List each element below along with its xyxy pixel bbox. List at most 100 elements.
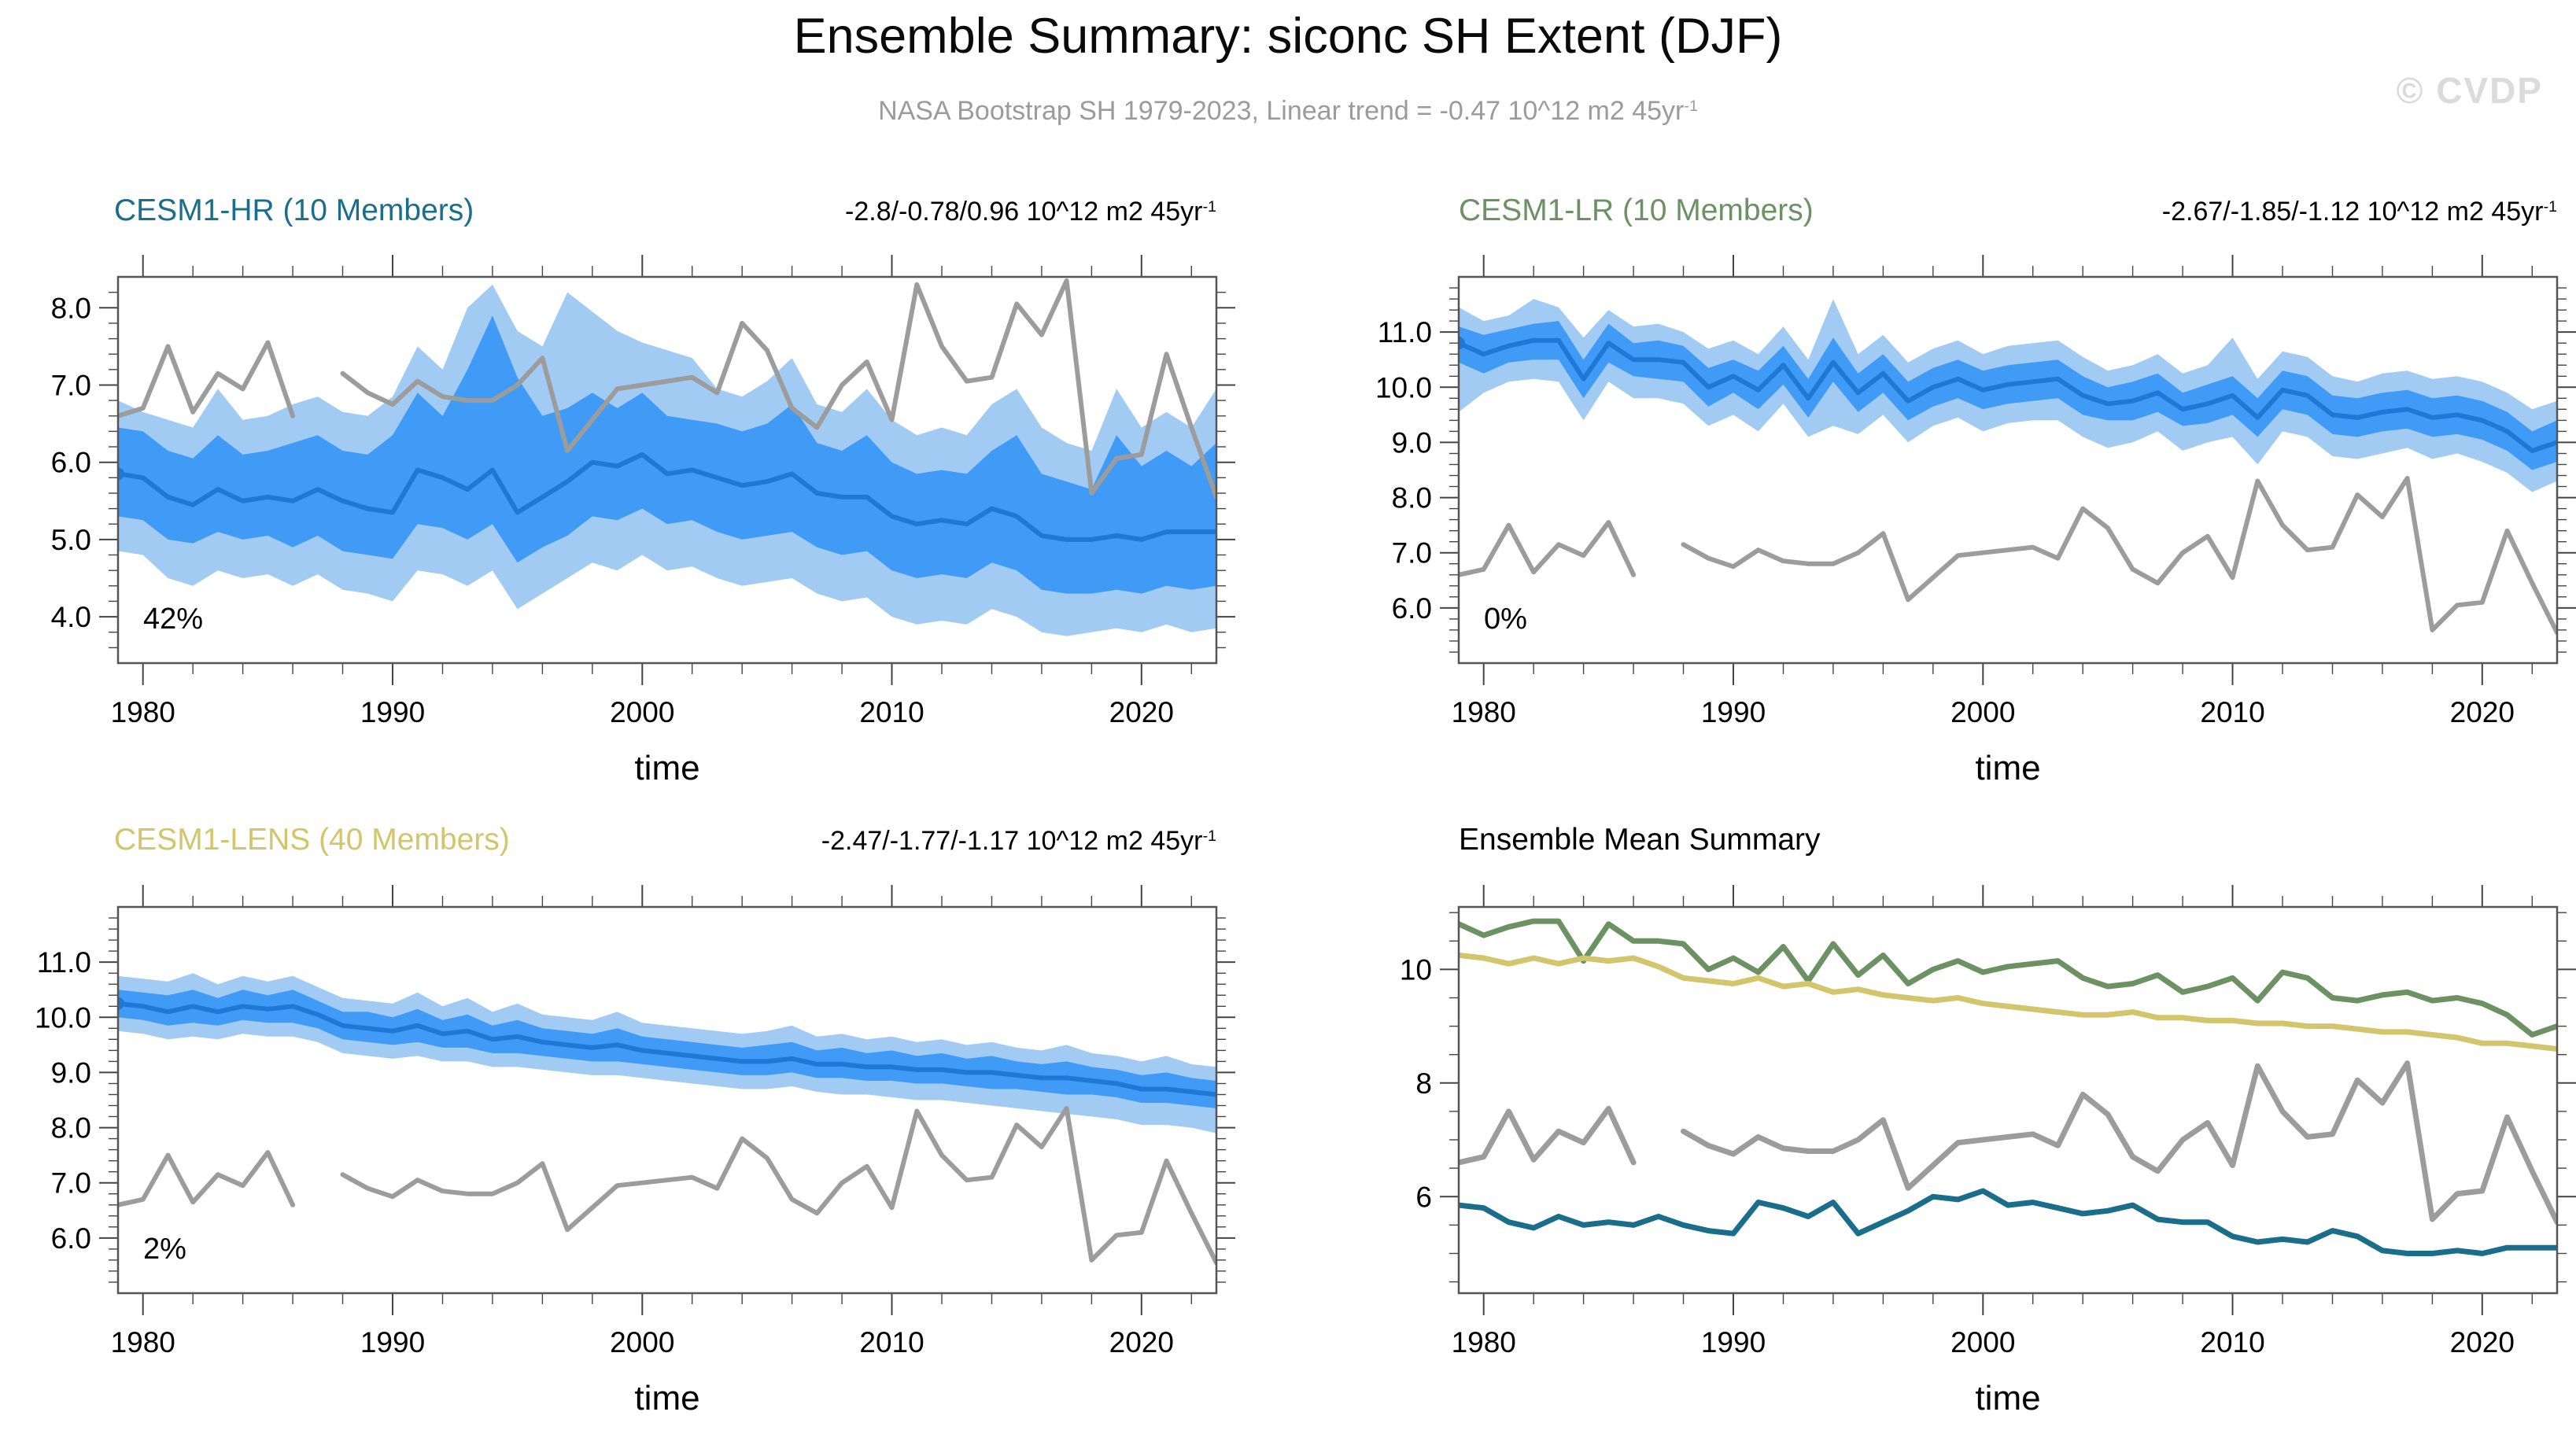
svg-text:1990: 1990 [360, 1326, 425, 1358]
observation-line [1459, 1060, 2557, 1226]
panel-header: CESM1-HR (10 Members) -2.8/-0.78/0.96 10… [114, 194, 1216, 228]
svg-text:2020: 2020 [2450, 696, 2515, 728]
svg-text:1980: 1980 [111, 1326, 175, 1358]
svg-text:2000: 2000 [610, 696, 674, 728]
cesm1-hr-plot: 4.0 5.0 6.0 7.0 8.0 1980 1990 2000 2010 2020 time [51, 255, 1235, 787]
svg-text:6.0: 6.0 [1392, 592, 1432, 625]
ensemble-mean-line [118, 1001, 1216, 1097]
observation-line [118, 1106, 1216, 1266]
inner-spread-band [118, 315, 1216, 594]
trend-exponent: -1 [1202, 828, 1216, 846]
svg-text:9.0: 9.0 [51, 1056, 91, 1089]
panel-title-cesm1-lens: CESM1-LENS (40 Members) [114, 823, 510, 857]
agreement-annotation: 2% [143, 1233, 186, 1266]
x-axis-title: time [634, 1379, 699, 1417]
svg-text:6.0: 6.0 [51, 1222, 91, 1255]
inner-spread-band [118, 990, 1216, 1108]
panel-header: CESM1-LR (10 Members) -2.67/-1.85/-1.12 … [1459, 194, 2557, 228]
svg-text:2020: 2020 [1109, 696, 1174, 728]
plot-frame [116, 275, 1218, 665]
svg-text:1990: 1990 [360, 696, 425, 728]
axis-tick-labels: 4.0 5.0 6.0 7.0 8.0 1980 1990 2000 2010 2020 time [51, 292, 1174, 787]
mean-start-marker [118, 997, 124, 1010]
svg-text:5.0: 5.0 [51, 524, 91, 556]
ensemble-mean-line [118, 452, 1216, 542]
panel-cesm1-lr: CESM1-LR (10 Members) -2.67/-1.85/-1.12 … [1349, 194, 2576, 831]
x-axis-title: time [1975, 1379, 2040, 1417]
svg-text:8: 8 [1415, 1067, 1432, 1100]
cesm1-lens-mean-line [1459, 952, 2557, 1052]
plot-frame [116, 905, 1218, 1295]
axis-ticks [1440, 885, 2576, 1315]
axis-tick-labels: 6.0 7.0 8.0 9.0 10.0 11.0 1980 1990 2000 2010 2020… [1375, 316, 2515, 787]
svg-text:2000: 2000 [1950, 696, 2015, 728]
svg-text:11.0: 11.0 [37, 946, 91, 979]
observation-line [118, 278, 1216, 499]
svg-text:2010: 2010 [2200, 696, 2264, 728]
x-axis-title: time [634, 749, 699, 787]
panel-ensemble-mean-summary: Ensemble Mean Summary 6 8 10 1980 1990 2000 20… [1349, 823, 2576, 1456]
panel-title-summary: Ensemble Mean Summary [1459, 823, 1821, 857]
svg-text:4.0: 4.0 [51, 601, 91, 633]
mean-start-marker [118, 467, 124, 481]
svg-text:10.0: 10.0 [35, 1001, 91, 1034]
svg-text:2000: 2000 [610, 1326, 674, 1358]
agreement-annotation: 0% [1484, 603, 1527, 636]
panel-header: Ensemble Mean Summary [1459, 823, 2557, 857]
svg-text:1990: 1990 [1701, 696, 1766, 728]
panel-title-cesm1-hr: CESM1-HR (10 Members) [114, 194, 474, 227]
inner-spread-band [1459, 321, 2557, 470]
ensemble-mean-summary-plot: 6 8 10 1980 1990 2000 2010 2020 time [1400, 885, 2576, 1417]
x-axis-title: time [1975, 749, 2040, 787]
svg-text:10: 10 [1400, 953, 1432, 986]
ensemble-mean-line [1459, 337, 2557, 453]
agreement-annotation: 42% [143, 603, 204, 636]
svg-text:2020: 2020 [2450, 1326, 2515, 1358]
svg-text:2010: 2010 [859, 1326, 924, 1358]
axis-tick-labels: 6.0 7.0 8.0 9.0 10.0 11.0 1980 1990 2000 2010 2020… [35, 946, 1174, 1417]
figure-subtitle: NASA Bootstrap SH 1979-2023, Linear tren… [0, 96, 2576, 127]
axis-ticks [99, 255, 1235, 685]
axis-ticks [1440, 255, 2576, 685]
svg-text:7.0: 7.0 [51, 1167, 91, 1200]
svg-text:1980: 1980 [1452, 1326, 1516, 1358]
svg-text:6: 6 [1415, 1181, 1432, 1213]
svg-text:9.0: 9.0 [1392, 426, 1432, 459]
plot-frame [1457, 275, 2559, 665]
trend-exponent: -1 [1202, 198, 1216, 216]
svg-text:8.0: 8.0 [1392, 482, 1432, 514]
svg-text:8.0: 8.0 [51, 1112, 91, 1145]
svg-text:7.0: 7.0 [1392, 537, 1432, 569]
figure-title: Ensemble Summary: siconc SH Extent (DJF) [793, 9, 1783, 64]
svg-text:7.0: 7.0 [51, 369, 91, 401]
cesm1-lens-plot: 6.0 7.0 8.0 9.0 10.0 11.0 1980 1990 2000 2010 2020… [35, 885, 1235, 1417]
svg-text:8.0: 8.0 [51, 292, 91, 324]
panel-header: CESM1-LENS (40 Members) -2.47/-1.77/-1.1… [114, 823, 1216, 857]
trend-text: -2.67/-1.85/-1.12 10^12 m2 45yr [2161, 197, 2544, 227]
svg-text:1980: 1980 [111, 696, 175, 728]
trend-annotation: -2.47/-1.77/-1.17 10^12 m2 45yr-1 [821, 826, 1216, 857]
cesm1-lr-mean-line [1459, 918, 2557, 1038]
svg-text:2020: 2020 [1109, 1326, 1174, 1358]
svg-text:2000: 2000 [1950, 1326, 2015, 1358]
axis-ticks [99, 885, 1235, 1315]
figure-subtitle-exponent: -1 [1684, 98, 1698, 116]
mean-start-marker [1459, 337, 1465, 350]
trend-text: -2.47/-1.77/-1.17 10^12 m2 45yr [821, 826, 1203, 856]
cesm1-hr-mean-line [1459, 1188, 2557, 1256]
axis-tick-labels: 6 8 10 1980 1990 2000 2010 2020 time [1400, 953, 2515, 1417]
panel-title-cesm1-lr: CESM1-LR (10 Members) [1459, 194, 1814, 227]
trend-annotation: -2.67/-1.85/-1.12 10^12 m2 45yr-1 [2162, 197, 2557, 227]
plot-frame [1457, 905, 2559, 1295]
panel-cesm1-lens: CESM1-LENS (40 Members) -2.47/-1.77/-1.1… [8, 823, 1251, 1456]
trend-text: -2.8/-0.78/0.96 10^12 m2 45yr [845, 197, 1203, 227]
svg-text:10.0: 10.0 [1375, 371, 1432, 404]
cesm1-lr-plot: 6.0 7.0 8.0 9.0 10.0 11.0 1980 1990 2000 2010 2020… [1375, 255, 2576, 787]
cvdp-watermark: © CVDP [2396, 70, 2543, 111]
trend-exponent: -1 [2543, 198, 2557, 216]
observation-line [1459, 476, 2557, 636]
trend-annotation: -2.8/-0.78/0.96 10^12 m2 45yr-1 [845, 197, 1216, 227]
panel-cesm1-hr: CESM1-HR (10 Members) -2.8/-0.78/0.96 10… [8, 194, 1251, 831]
svg-text:11.0: 11.0 [1378, 316, 1432, 348]
